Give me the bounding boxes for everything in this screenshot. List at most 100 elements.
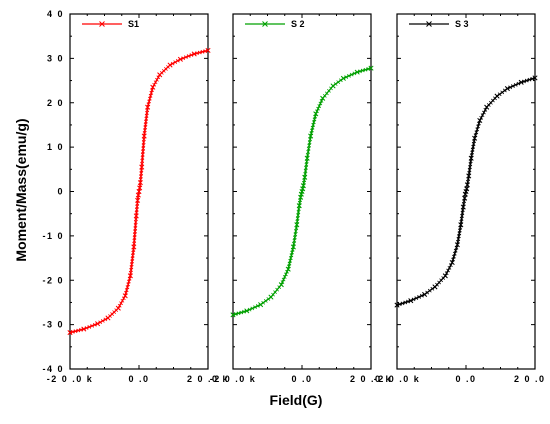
data-point-marker: [134, 207, 139, 212]
data-point-marker: [132, 241, 136, 246]
data-point-marker: [282, 275, 287, 279]
data-point-marker: [250, 306, 255, 311]
data-point-marker: [103, 317, 108, 322]
data-point: [133, 213, 139, 219]
data-point-marker: [456, 237, 461, 241]
data-point: [278, 282, 284, 288]
data-point-marker: [126, 282, 131, 287]
data-point-marker: [263, 299, 268, 303]
x-tick-label: -2 0 .0 k: [210, 374, 257, 384]
data-point: [294, 222, 300, 228]
data-point-marker: [293, 232, 298, 237]
y-tick-label: -1 0: [42, 231, 64, 241]
data-point-marker: [143, 125, 148, 130]
data-point-marker: [453, 248, 458, 253]
data-point-marker: [288, 256, 293, 260]
data-point-marker: [446, 268, 450, 273]
data-point: [484, 104, 490, 110]
x-tick-label: -2 0 .0 k: [374, 374, 421, 384]
data-point-marker: [175, 58, 180, 63]
data-point-marker: [141, 140, 146, 145]
data-point-marker: [134, 217, 138, 221]
x-tick-label: 2 0 .0 k: [187, 374, 229, 384]
data-point-marker: [284, 272, 288, 277]
data-point: [300, 183, 306, 189]
data-point: [244, 308, 250, 314]
data-point: [320, 95, 326, 101]
data-point-marker: [303, 169, 308, 173]
data-point-marker: [132, 238, 137, 243]
y-tick-label: 2 0: [47, 98, 64, 108]
data-point-marker: [129, 262, 134, 267]
y-tick-label: -2 0: [42, 275, 64, 285]
data-point-marker: [73, 329, 78, 334]
data-point-marker: [124, 288, 129, 292]
x-tick-label: 0 .0: [291, 374, 312, 384]
data-point: [258, 302, 264, 308]
data-point-marker: [143, 122, 148, 127]
data-point-marker: [468, 162, 473, 167]
data-point-marker: [468, 165, 472, 169]
data-point: [81, 326, 87, 332]
data-point: [230, 312, 236, 318]
data-point-marker: [125, 285, 130, 290]
data-point: [449, 259, 455, 266]
data-point-marker: [281, 277, 286, 282]
data-point-marker: [471, 142, 476, 146]
data-point-marker: [148, 93, 153, 98]
data-point-marker: [133, 229, 137, 234]
data-point-marker: [140, 155, 145, 160]
data-point-marker: [318, 101, 323, 106]
data-point: [302, 174, 308, 180]
data-point: [95, 321, 101, 327]
data-point-marker: [457, 231, 462, 236]
data-point: [442, 273, 448, 279]
data-point-marker: [141, 143, 146, 148]
data-point: [67, 330, 73, 336]
data-point: [167, 62, 173, 68]
data-point: [472, 135, 478, 141]
data-point: [354, 69, 360, 75]
data-point-marker: [287, 261, 292, 266]
data-point: [462, 195, 468, 201]
data-point-marker: [147, 99, 151, 104]
data-point: [304, 155, 310, 161]
data-point-marker: [142, 128, 147, 133]
data-point-marker: [173, 60, 178, 65]
data-point-marker: [500, 90, 505, 95]
data-point: [145, 104, 151, 110]
data-point-marker: [129, 265, 134, 270]
data-point-marker: [197, 50, 202, 55]
data-point-marker: [444, 271, 449, 276]
data-point-marker: [475, 127, 480, 132]
data-point-marker: [311, 120, 316, 125]
data-point: [432, 284, 438, 290]
data-point-marker: [470, 150, 475, 155]
data-point-marker: [511, 84, 515, 88]
data-point-marker: [127, 279, 131, 284]
data-point-marker: [310, 128, 314, 133]
data-point-marker: [524, 78, 529, 83]
data-point-marker: [135, 204, 139, 209]
data-point: [308, 133, 314, 139]
data-point-marker: [460, 214, 464, 218]
data-point-marker: [236, 311, 241, 316]
data-point-marker: [403, 300, 408, 305]
data-point-marker: [131, 250, 136, 255]
data-point-marker: [452, 254, 456, 259]
data-point-marker: [447, 265, 452, 270]
data-point-marker: [142, 137, 146, 142]
data-point-marker: [414, 296, 419, 301]
data-point-marker: [141, 149, 145, 154]
data-point: [296, 203, 302, 209]
data-point-marker: [476, 124, 480, 129]
data-point-marker: [456, 234, 461, 239]
data-point-marker: [400, 301, 405, 306]
data-point: [131, 244, 137, 250]
data-point-marker: [306, 146, 311, 151]
data-point: [394, 302, 400, 308]
legend-marker: [262, 21, 268, 27]
legend-marker: [426, 21, 432, 27]
